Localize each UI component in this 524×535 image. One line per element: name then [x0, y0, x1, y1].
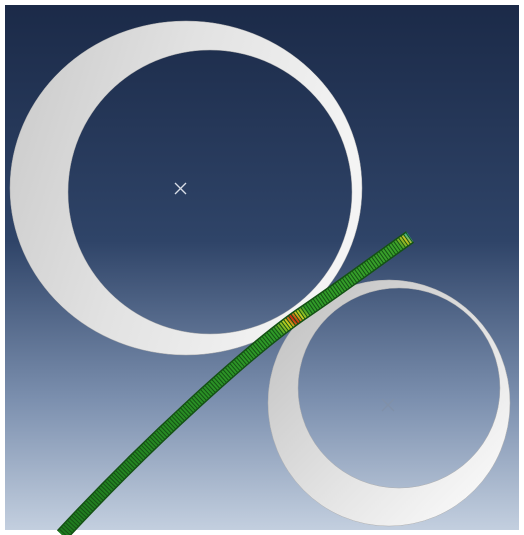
rod — [57, 232, 414, 535]
large-roller — [9, 20, 363, 356]
center-marker — [174, 182, 187, 195]
center-marker — [381, 398, 395, 412]
